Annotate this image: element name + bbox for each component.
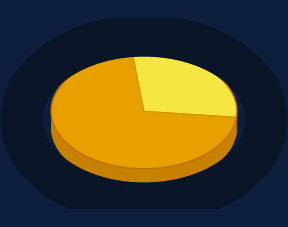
Ellipse shape: [25, 38, 263, 201]
Polygon shape: [51, 110, 236, 185]
Ellipse shape: [31, 41, 257, 198]
Ellipse shape: [51, 70, 237, 185]
Polygon shape: [236, 108, 237, 134]
Ellipse shape: [19, 34, 269, 205]
Polygon shape: [133, 54, 237, 117]
Ellipse shape: [37, 45, 251, 194]
Polygon shape: [51, 54, 236, 169]
